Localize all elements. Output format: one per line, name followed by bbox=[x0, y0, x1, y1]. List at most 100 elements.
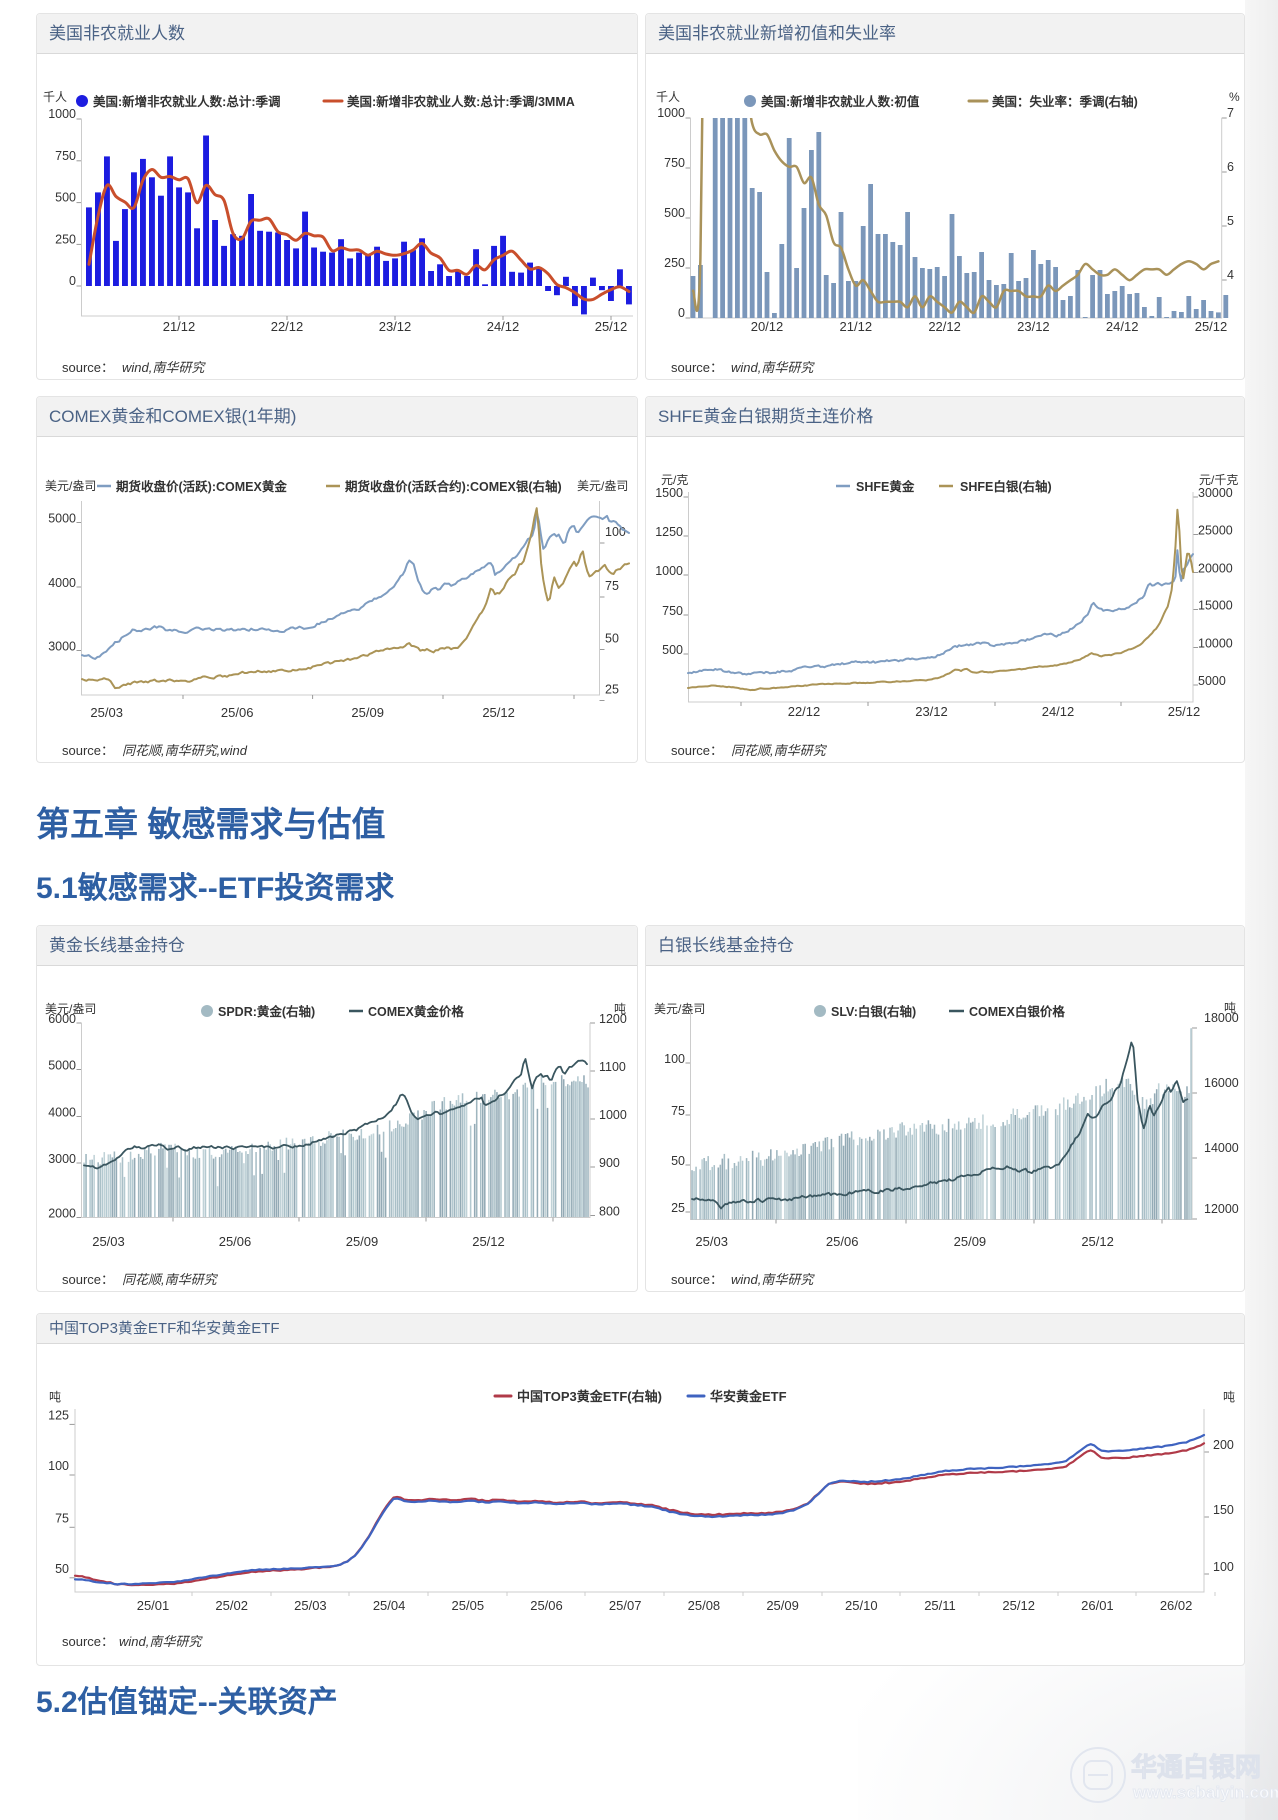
svg-text:wind,南华研究: wind,南华研究 bbox=[731, 1272, 815, 1287]
svg-text:25/06: 25/06 bbox=[826, 1234, 859, 1249]
svg-text:华通白银网: 华通白银网 bbox=[1131, 1752, 1261, 1782]
svg-text:50: 50 bbox=[605, 632, 619, 646]
svg-text:25/07: 25/07 bbox=[609, 1598, 642, 1613]
svg-text:25/12: 25/12 bbox=[482, 705, 515, 720]
svg-text:25/12: 25/12 bbox=[472, 1234, 505, 1249]
svg-text:24/12: 24/12 bbox=[487, 319, 520, 334]
svg-text:250: 250 bbox=[664, 256, 685, 270]
svg-text:%: % bbox=[1229, 90, 1240, 104]
svg-text:25000: 25000 bbox=[1198, 524, 1233, 538]
svg-text:25/03: 25/03 bbox=[294, 1598, 327, 1613]
svg-text:6: 6 bbox=[1227, 160, 1234, 174]
svg-text:0: 0 bbox=[69, 274, 76, 288]
svg-text:500: 500 bbox=[662, 643, 683, 657]
svg-text:3000: 3000 bbox=[48, 640, 76, 654]
svg-text:24/12: 24/12 bbox=[1042, 704, 1075, 719]
svg-text:美国：失业率：季调(右轴): 美国：失业率：季调(右轴) bbox=[992, 94, 1138, 109]
svg-text:25/12: 25/12 bbox=[1195, 319, 1228, 334]
svg-text:5000: 5000 bbox=[48, 512, 76, 526]
svg-text:50: 50 bbox=[55, 1562, 69, 1576]
svg-text:800: 800 bbox=[599, 1205, 620, 1219]
svg-text:1200: 1200 bbox=[599, 1012, 627, 1026]
svg-text:source：: source： bbox=[671, 743, 723, 758]
svg-text:美国:新增非农就业人数:总计:季调: 美国:新增非农就业人数:总计:季调 bbox=[93, 94, 281, 109]
svg-text:同花顺,南华研究: 同花顺,南华研究 bbox=[731, 743, 828, 758]
svg-text:1000: 1000 bbox=[655, 564, 683, 578]
svg-text:30000: 30000 bbox=[1198, 486, 1233, 500]
svg-text:21/12: 21/12 bbox=[840, 319, 873, 334]
svg-text:www.scbaiyin.com: www.scbaiyin.com bbox=[1132, 1783, 1278, 1802]
svg-text:SLV:白银(右轴): SLV:白银(右轴) bbox=[831, 1004, 916, 1019]
svg-text:2000: 2000 bbox=[48, 1207, 76, 1221]
svg-text:期货收盘价(活跃合约):COMEX银(右轴): 期货收盘价(活跃合约):COMEX银(右轴) bbox=[345, 479, 562, 494]
svg-text:wind,南华研究: wind,南华研究 bbox=[122, 360, 206, 375]
svg-text:吨: 吨 bbox=[614, 1002, 626, 1016]
svg-text:4000: 4000 bbox=[48, 576, 76, 590]
svg-text:23/12: 23/12 bbox=[379, 319, 412, 334]
svg-text:23/12: 23/12 bbox=[915, 704, 948, 719]
svg-text:SHFE白银(右轴): SHFE白银(右轴) bbox=[960, 479, 1052, 494]
svg-text:24/12: 24/12 bbox=[1106, 319, 1139, 334]
svg-text:75: 75 bbox=[671, 1104, 685, 1118]
svg-text:25/06: 25/06 bbox=[221, 705, 254, 720]
svg-text:美元/盎司: 美元/盎司 bbox=[577, 479, 628, 493]
svg-text:source：: source： bbox=[62, 1634, 114, 1649]
svg-text:25/12: 25/12 bbox=[1168, 704, 1201, 719]
svg-text:1250: 1250 bbox=[655, 525, 683, 539]
svg-text:25/09: 25/09 bbox=[954, 1234, 987, 1249]
svg-text:1500: 1500 bbox=[655, 486, 683, 500]
svg-text:100: 100 bbox=[48, 1459, 69, 1473]
svg-text:同花顺,南华研究,wind: 同花顺,南华研究,wind bbox=[122, 743, 248, 758]
svg-text:5000: 5000 bbox=[48, 1059, 76, 1073]
svg-text:25/01: 25/01 bbox=[137, 1598, 170, 1613]
svg-text:25: 25 bbox=[671, 1201, 685, 1215]
svg-text:25/05: 25/05 bbox=[452, 1598, 485, 1613]
svg-text:3000: 3000 bbox=[48, 1152, 76, 1166]
svg-text:14000: 14000 bbox=[1204, 1141, 1239, 1155]
svg-text:21/12: 21/12 bbox=[163, 319, 196, 334]
svg-text:1000: 1000 bbox=[657, 106, 685, 120]
svg-text:25: 25 bbox=[605, 683, 619, 697]
svg-text:wind,南华研究: wind,南华研究 bbox=[731, 360, 815, 375]
svg-text:26/01: 26/01 bbox=[1081, 1598, 1114, 1613]
svg-text:18000: 18000 bbox=[1204, 1011, 1239, 1025]
svg-text:25/12: 25/12 bbox=[1002, 1598, 1035, 1613]
svg-text:750: 750 bbox=[664, 156, 685, 170]
svg-text:美国:新增非农就业人数:初值: 美国:新增非农就业人数:初值 bbox=[761, 94, 920, 109]
svg-text:25/02: 25/02 bbox=[215, 1598, 248, 1613]
svg-text:1100: 1100 bbox=[599, 1060, 626, 1074]
svg-text:中国TOP3黄金ETF(右轴): 中国TOP3黄金ETF(右轴) bbox=[517, 1389, 662, 1404]
svg-text:500: 500 bbox=[664, 206, 685, 220]
svg-text:千人: 千人 bbox=[43, 90, 67, 104]
svg-text:7: 7 bbox=[1227, 106, 1234, 120]
svg-text:吨: 吨 bbox=[1223, 1390, 1235, 1404]
svg-text:26/02: 26/02 bbox=[1160, 1598, 1193, 1613]
svg-text:23/12: 23/12 bbox=[1017, 319, 1050, 334]
svg-text:100: 100 bbox=[605, 525, 626, 539]
svg-text:吨: 吨 bbox=[1224, 1001, 1236, 1015]
svg-text:1000: 1000 bbox=[48, 107, 76, 121]
svg-text:25/04: 25/04 bbox=[373, 1598, 406, 1613]
svg-text:source：: source： bbox=[62, 743, 114, 758]
svg-text:750: 750 bbox=[662, 604, 683, 618]
svg-text:source：: source： bbox=[671, 1272, 723, 1287]
svg-text:COMEX白银价格: COMEX白银价格 bbox=[969, 1004, 1065, 1019]
svg-text:6000: 6000 bbox=[48, 1012, 76, 1026]
svg-text:美元/盎司: 美元/盎司 bbox=[45, 1002, 96, 1016]
svg-text:元/克: 元/克 bbox=[661, 473, 688, 487]
svg-text:22/12: 22/12 bbox=[928, 319, 961, 334]
svg-text:吨: 吨 bbox=[49, 1390, 61, 1404]
svg-text:0: 0 bbox=[678, 306, 685, 320]
svg-text:900: 900 bbox=[599, 1156, 620, 1170]
svg-text:75: 75 bbox=[605, 579, 619, 593]
svg-text:1000: 1000 bbox=[599, 1108, 627, 1122]
svg-text:元/千克: 元/千克 bbox=[1199, 473, 1238, 487]
svg-text:25/09: 25/09 bbox=[766, 1598, 799, 1613]
svg-text:250: 250 bbox=[55, 232, 76, 246]
svg-text:华安黄金ETF: 华安黄金ETF bbox=[710, 1389, 787, 1404]
svg-text:同花顺,南华研究: 同花顺,南华研究 bbox=[122, 1272, 219, 1287]
svg-text:SHFE黄金: SHFE黄金 bbox=[856, 479, 915, 494]
svg-text:25/10: 25/10 bbox=[845, 1598, 878, 1613]
svg-text:25/08: 25/08 bbox=[688, 1598, 721, 1613]
svg-text:25/09: 25/09 bbox=[346, 1234, 379, 1249]
